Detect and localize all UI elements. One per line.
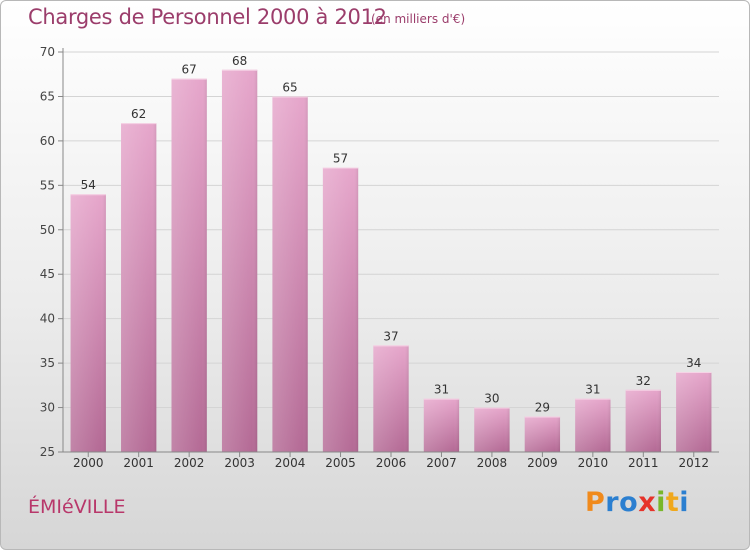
y-tick-label: 55: [40, 178, 55, 192]
data-label-2003: 68: [232, 54, 247, 68]
y-tick-label: 50: [40, 223, 55, 237]
data-label-2009: 29: [535, 400, 550, 414]
data-label-2011: 32: [636, 374, 651, 388]
data-label-2000: 54: [81, 178, 96, 192]
data-label-2012: 34: [686, 356, 701, 370]
proxiti-logo: Proxiti: [585, 487, 689, 518]
brand-letter: i: [656, 487, 666, 518]
bar-shade: [524, 416, 561, 452]
bar-shade: [171, 78, 207, 453]
y-tick-label: 45: [40, 267, 55, 281]
bar-shade: [70, 194, 106, 452]
bar-shade: [625, 389, 661, 452]
x-tick-label: 2003: [224, 456, 255, 470]
x-tick-label: 2011: [628, 456, 659, 470]
town-name: ÉMIéVILLE: [28, 496, 126, 518]
y-tick-label: 35: [40, 356, 55, 370]
x-tick-label: 2000: [73, 456, 104, 470]
x-tick-label: 2008: [477, 456, 508, 470]
data-label-2007: 31: [434, 383, 449, 397]
data-label-2005: 57: [333, 152, 348, 166]
data-label-2001: 62: [131, 107, 146, 121]
chart-title: Charges de Personnel 2000 à 2012: [28, 5, 387, 29]
bar-shade: [373, 345, 409, 452]
y-tick-label: 60: [40, 134, 55, 148]
data-label-2002: 67: [182, 63, 197, 77]
y-tick-label: 25: [40, 445, 55, 459]
chart-subtitle: (en milliers d'€): [371, 12, 466, 26]
brand-letter: P: [585, 487, 606, 518]
brand-letter: t: [665, 487, 680, 518]
brand-letter: i: [679, 487, 690, 518]
y-tick-label: 70: [40, 45, 55, 59]
x-tick-label: 2010: [578, 456, 609, 470]
x-tick-label: 2007: [426, 456, 457, 470]
y-tick-label: 65: [40, 89, 55, 103]
x-tick-label: 2004: [275, 456, 306, 470]
brand-letter: x: [638, 487, 657, 518]
data-label-2006: 37: [383, 329, 398, 343]
x-tick-label: 2005: [325, 456, 356, 470]
x-tick-label: 2009: [527, 456, 558, 470]
bar-shade: [221, 69, 258, 453]
x-tick-label: 2006: [376, 456, 407, 470]
x-tick-label: 2002: [174, 456, 205, 470]
bar-shade: [121, 123, 157, 452]
data-label-2010: 31: [585, 383, 600, 397]
bar-shade: [676, 372, 712, 452]
y-tick-label: 40: [40, 312, 55, 326]
bar-shade: [322, 167, 359, 453]
bar-shade: [575, 398, 611, 452]
bar-shade: [272, 96, 308, 452]
x-tick-label: 2001: [123, 456, 154, 470]
data-label-2008: 30: [484, 392, 499, 406]
bar-shade: [423, 398, 460, 452]
data-label-2004: 65: [282, 80, 297, 94]
x-tick-label: 2012: [678, 456, 709, 470]
y-tick-label: 30: [40, 401, 55, 415]
brand-letter: o: [619, 487, 639, 518]
bar-shade: [474, 407, 510, 452]
brand-letter: r: [605, 487, 620, 518]
